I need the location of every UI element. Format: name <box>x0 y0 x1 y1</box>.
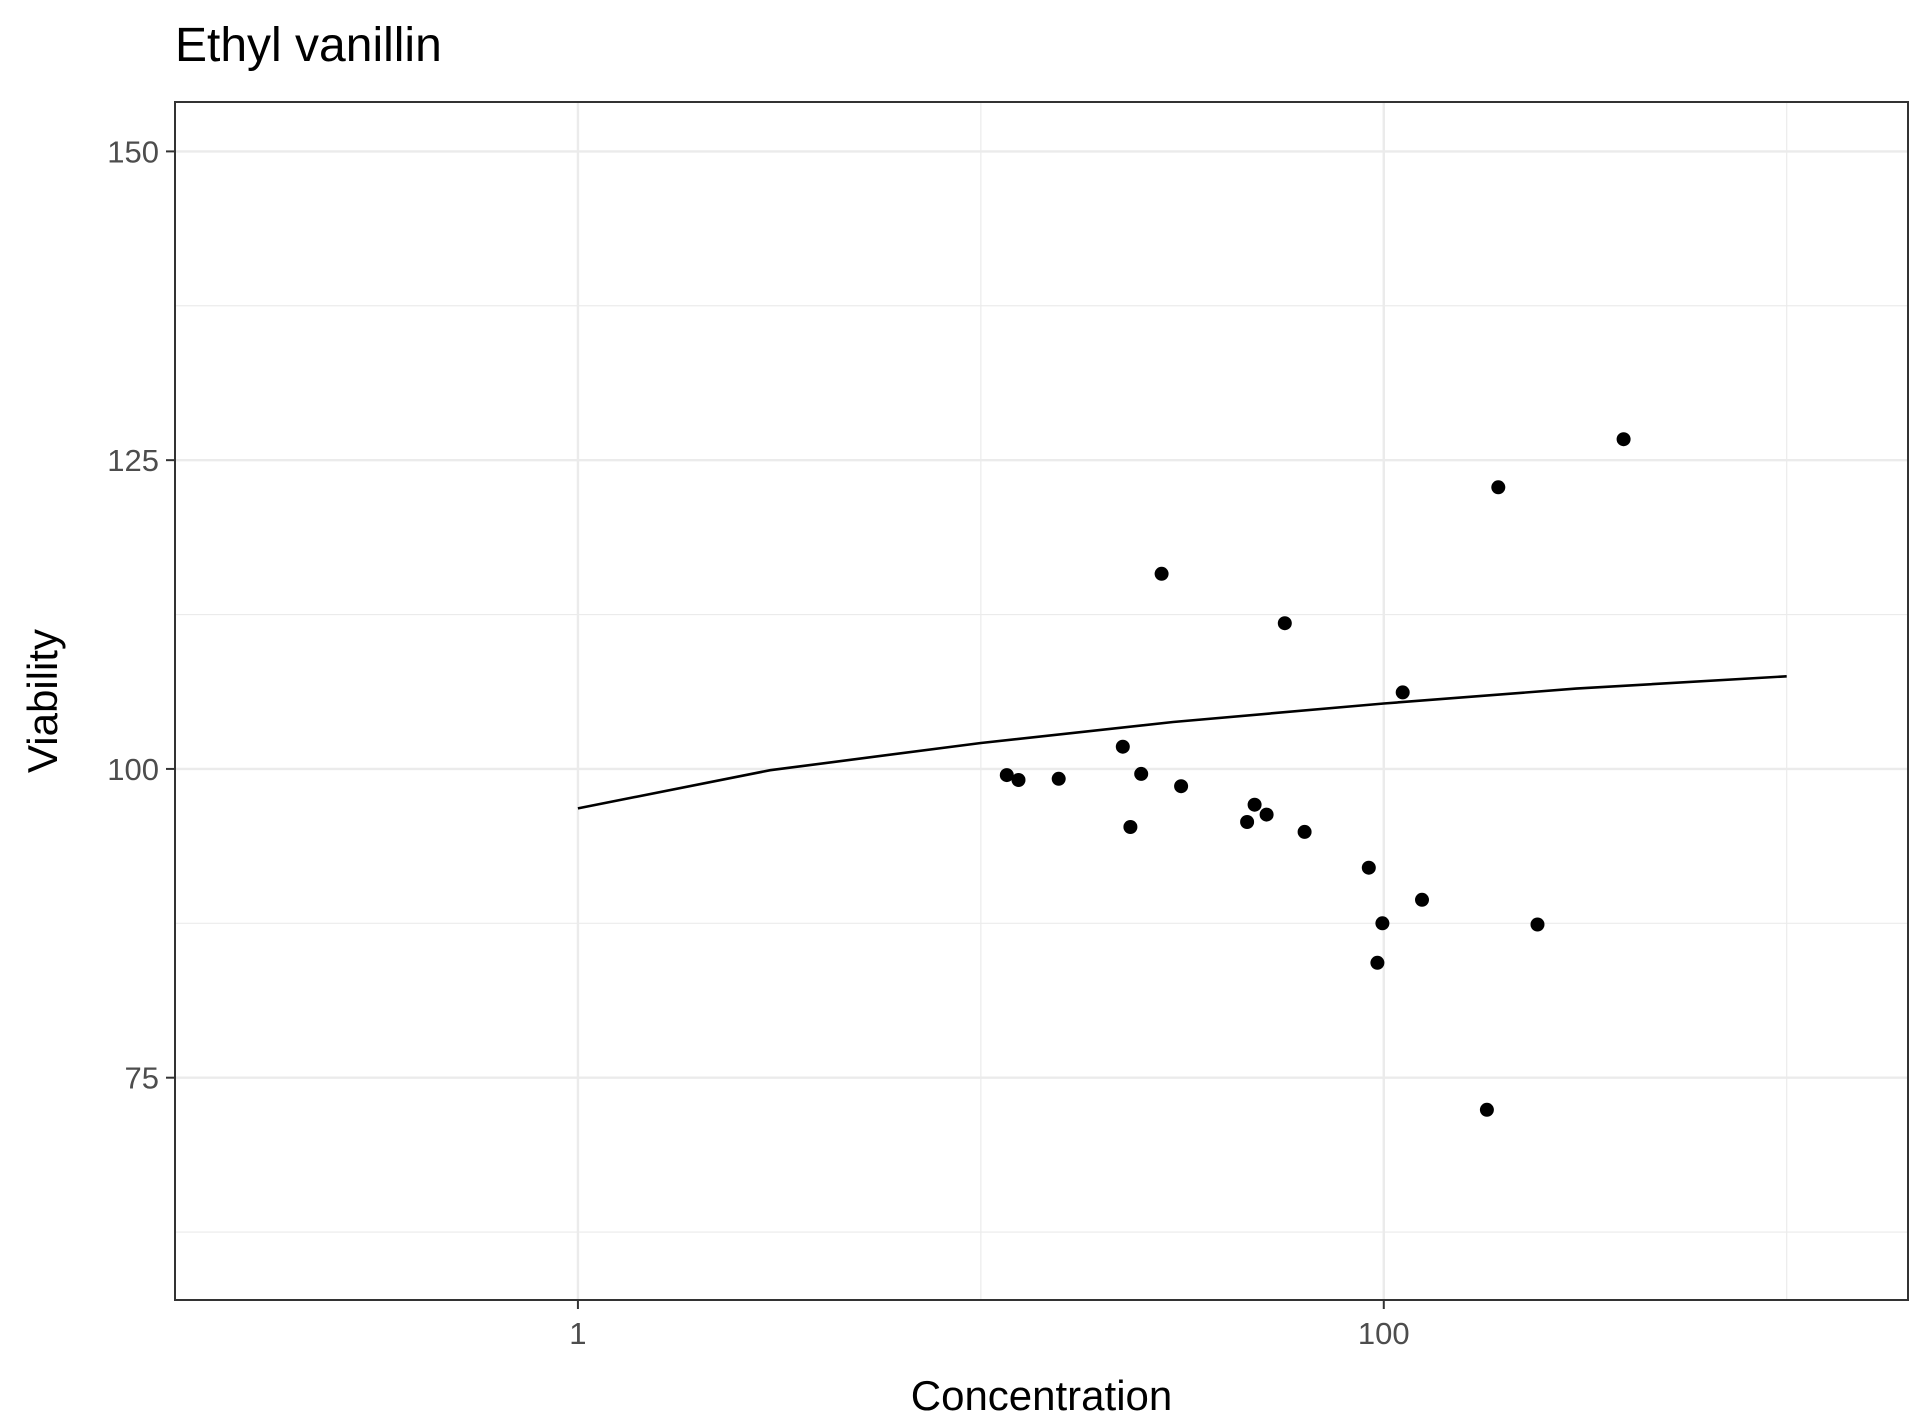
data-point <box>1011 773 1026 787</box>
fit-curve <box>577 675 1787 810</box>
y-tick-label: 150 <box>107 134 159 169</box>
data-point <box>1491 480 1506 495</box>
y-tick-label: 125 <box>107 443 159 478</box>
x-tick-label: 100 <box>1358 1316 1410 1351</box>
grid <box>174 102 1908 1300</box>
data-point <box>1247 797 1262 812</box>
y-tick-label: 100 <box>107 752 159 787</box>
data-point <box>1259 807 1274 822</box>
data-point <box>1115 739 1130 754</box>
x-axis-title: Concentration <box>911 1372 1173 1419</box>
x-tick-label: 1 <box>569 1316 586 1351</box>
points-layer <box>999 432 1631 1117</box>
data-point <box>1395 685 1410 700</box>
chart-title: Ethyl vanillin <box>175 19 442 72</box>
y-tick-label: 75 <box>125 1061 159 1096</box>
data-point <box>1530 917 1545 932</box>
data-point <box>1240 815 1255 829</box>
axis-ticks: 1 100 75 100 125 150 <box>107 134 1409 1351</box>
data-point <box>1154 566 1169 581</box>
data-point <box>1123 820 1138 834</box>
panel-border <box>174 101 1909 1301</box>
data-point <box>1174 779 1189 794</box>
data-point <box>999 768 1014 783</box>
data-point <box>1134 766 1149 781</box>
data-point <box>1051 771 1066 786</box>
data-point <box>1361 860 1376 875</box>
fit-line-layer <box>577 675 1787 810</box>
data-point <box>1479 1102 1494 1117</box>
data-point <box>1277 616 1292 631</box>
data-point <box>1415 892 1429 907</box>
y-axis-title: Viability <box>19 629 66 773</box>
data-point <box>1375 916 1390 931</box>
data-point <box>1297 824 1312 839</box>
data-point <box>1370 955 1385 970</box>
data-point <box>1616 432 1631 447</box>
